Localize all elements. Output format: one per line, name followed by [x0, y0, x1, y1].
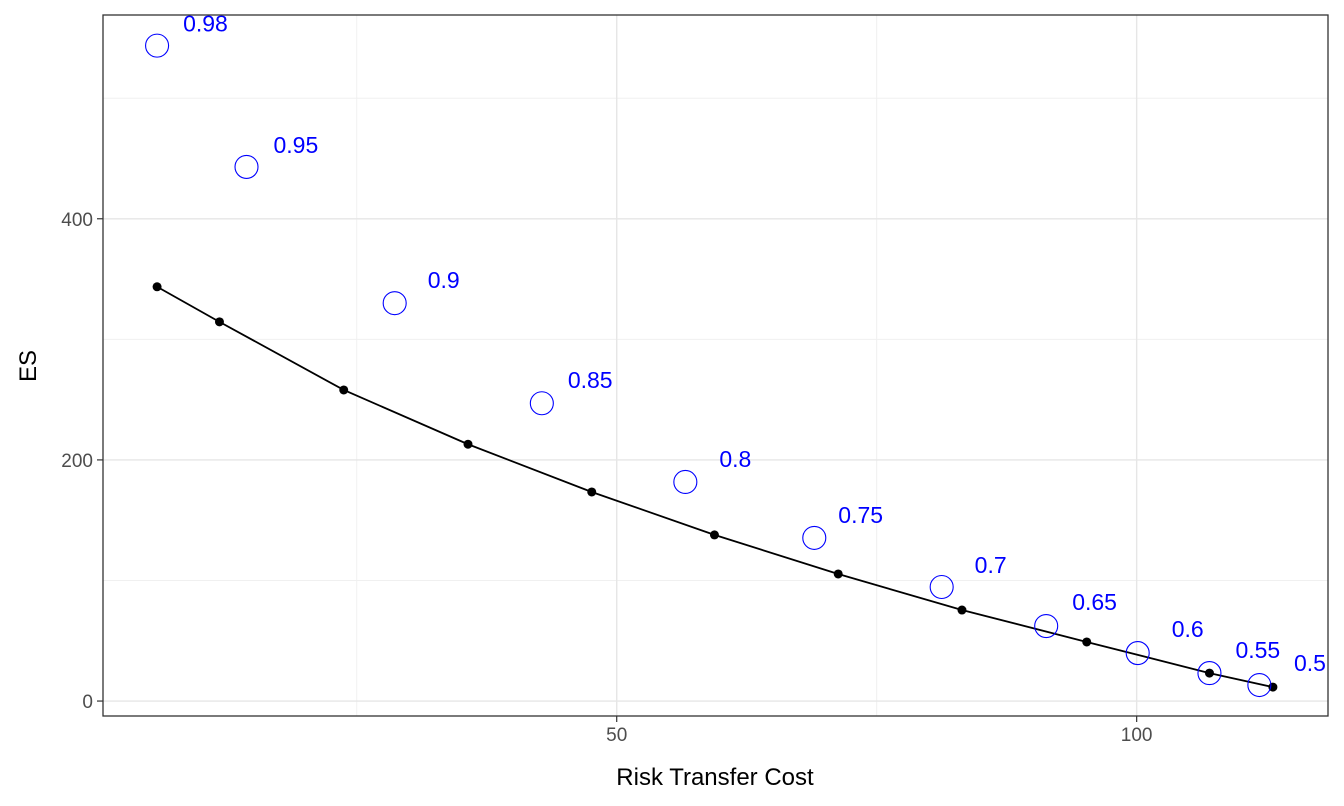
level-circle	[1197, 661, 1222, 686]
level-label: 0.5	[1294, 650, 1326, 676]
level-label: 0.7	[975, 552, 1007, 578]
panel-background	[103, 15, 1328, 716]
level-label: 0.65	[1072, 589, 1117, 615]
level-circle	[929, 574, 954, 600]
y-tick-label: 0	[82, 692, 93, 713]
level-label: 0.75	[838, 502, 883, 528]
level-circle	[382, 291, 407, 316]
y-tick-label: 400	[61, 210, 93, 231]
es-point	[339, 385, 349, 395]
es-point	[152, 282, 162, 292]
x-tick-label: 50	[606, 725, 627, 746]
level-circle	[529, 391, 554, 416]
level-circle	[145, 33, 170, 58]
level-circle	[673, 469, 698, 495]
level-circle	[1247, 672, 1272, 698]
es-point	[709, 530, 719, 540]
level-circle	[802, 525, 827, 550]
es-point	[957, 605, 967, 615]
level-label: 0.9	[428, 267, 460, 293]
level-label: 0.95	[274, 132, 319, 158]
level-label: 0.8	[719, 446, 751, 472]
es-point	[587, 487, 597, 497]
x-axis-label: Risk Transfer Cost	[616, 764, 814, 791]
es-point	[1082, 637, 1092, 647]
level-circle	[1034, 614, 1059, 639]
level-label: 0.55	[1235, 637, 1280, 663]
y-axis-label: ES	[15, 350, 42, 382]
es-point	[1204, 668, 1214, 678]
y-tick-label: 200	[61, 451, 93, 472]
es-point	[833, 569, 843, 579]
gridlines	[103, 15, 1328, 716]
axes: 50 100 0 200 400	[61, 210, 1152, 746]
level-circle	[1125, 641, 1150, 666]
panel-border	[102, 14, 1329, 717]
es-point	[214, 317, 224, 327]
level-circle	[234, 154, 259, 179]
level-label: 0.85	[568, 367, 613, 393]
level-label: 0.98	[183, 11, 228, 37]
plot-marks: 0.98 0.95 0.9 0.85 0.8 0.75 0.7 0.65 0.6 0.55 0.5	[145, 11, 1326, 698]
x-tick-label: 100	[1121, 725, 1153, 746]
es-point	[463, 439, 473, 449]
level-label: 0.6	[1172, 616, 1204, 642]
